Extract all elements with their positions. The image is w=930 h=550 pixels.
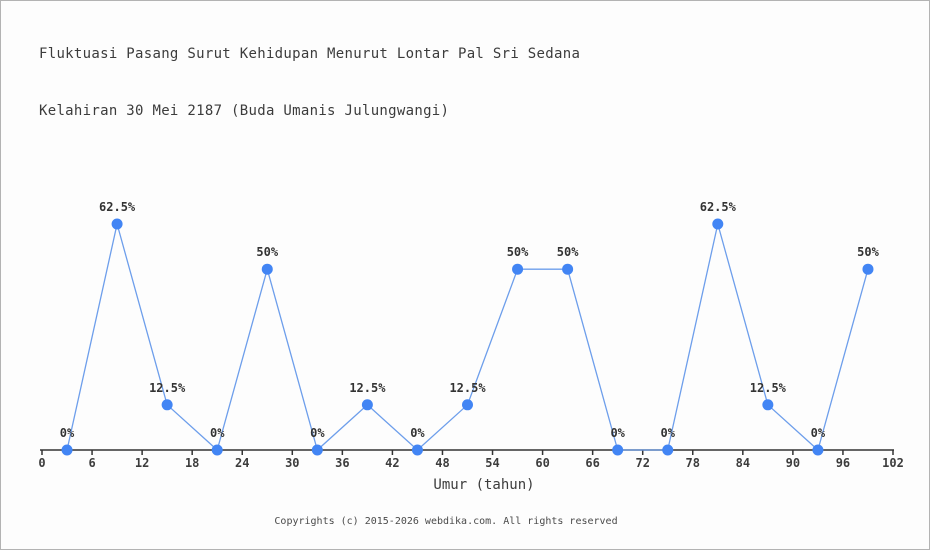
data-point-marker [812,444,824,456]
data-point-marker [311,444,323,456]
data-point-label: 62.5% [700,200,737,214]
x-axis-tick-label: 24 [235,456,249,470]
x-axis-tick-label: 18 [185,456,199,470]
x-axis-tick-label: 102 [882,456,904,470]
data-point-marker [61,444,73,456]
data-point-marker [411,444,423,456]
x-axis-tick-label: 36 [335,456,349,470]
copyright-text: Copyrights (c) 2015-2026 webdika.com. Al… [274,516,618,527]
chart-title: Fluktuasi Pasang Surut Kehidupan Menurut… [39,7,580,159]
data-point-marker [612,444,624,456]
x-axis-tick-label: 96 [836,456,850,470]
x-axis-tick-label: 60 [535,456,549,470]
data-point-label: 0% [410,426,425,440]
data-point-marker [562,263,574,275]
data-point-label: 12.5% [149,381,186,395]
data-point-label: 0% [210,426,225,440]
x-axis-tick-label: 84 [736,456,750,470]
x-axis-tick-label: 6 [88,456,95,470]
data-point-marker [261,263,273,275]
data-point-label: 50% [557,245,579,259]
x-axis-tick-label: 30 [285,456,299,470]
data-point-label: 0% [661,426,676,440]
data-point-marker [762,399,774,411]
data-point-marker [712,218,724,230]
chart-title-line-2: Kelahiran 30 Mei 2187 (Buda Umanis Julun… [39,103,450,119]
data-point-marker [361,399,373,411]
data-point-label: 50% [256,245,278,259]
data-point-marker [862,263,874,275]
data-point-label: 12.5% [349,381,386,395]
data-point-marker [161,399,173,411]
x-axis-tick-label: 48 [435,456,449,470]
data-point-label: 12.5% [750,381,787,395]
data-point-label: 0% [811,426,826,440]
data-point-marker [462,399,473,411]
x-axis-tick-label: 78 [686,456,700,470]
data-point-marker [662,444,674,456]
data-point-label: 50% [857,245,879,259]
x-axis-tick-label: 0 [38,456,45,470]
chart-title-line-1: Fluktuasi Pasang Surut Kehidupan Menurut… [39,46,581,62]
data-point-label: 50% [507,245,529,259]
data-point-marker [211,444,223,456]
x-axis-tick-label: 42 [385,456,399,470]
data-point-label: 12.5% [449,381,486,395]
data-point-label: 0% [610,426,625,440]
x-axis-tick-label: 90 [786,456,800,470]
x-axis-tick-label: 12 [135,456,149,470]
x-axis-title: Umur (tahun) [433,477,534,493]
chart-line [66,223,869,452]
data-point-marker [111,218,123,230]
data-point-label: 62.5% [99,200,136,214]
data-point-label: 0% [60,426,75,440]
x-axis-tick-label: 66 [585,456,599,470]
data-point-marker [512,263,524,275]
data-point-label: 0% [310,426,325,440]
x-axis-tick-label: 72 [635,456,649,470]
x-axis-tick-label: 54 [485,456,499,470]
